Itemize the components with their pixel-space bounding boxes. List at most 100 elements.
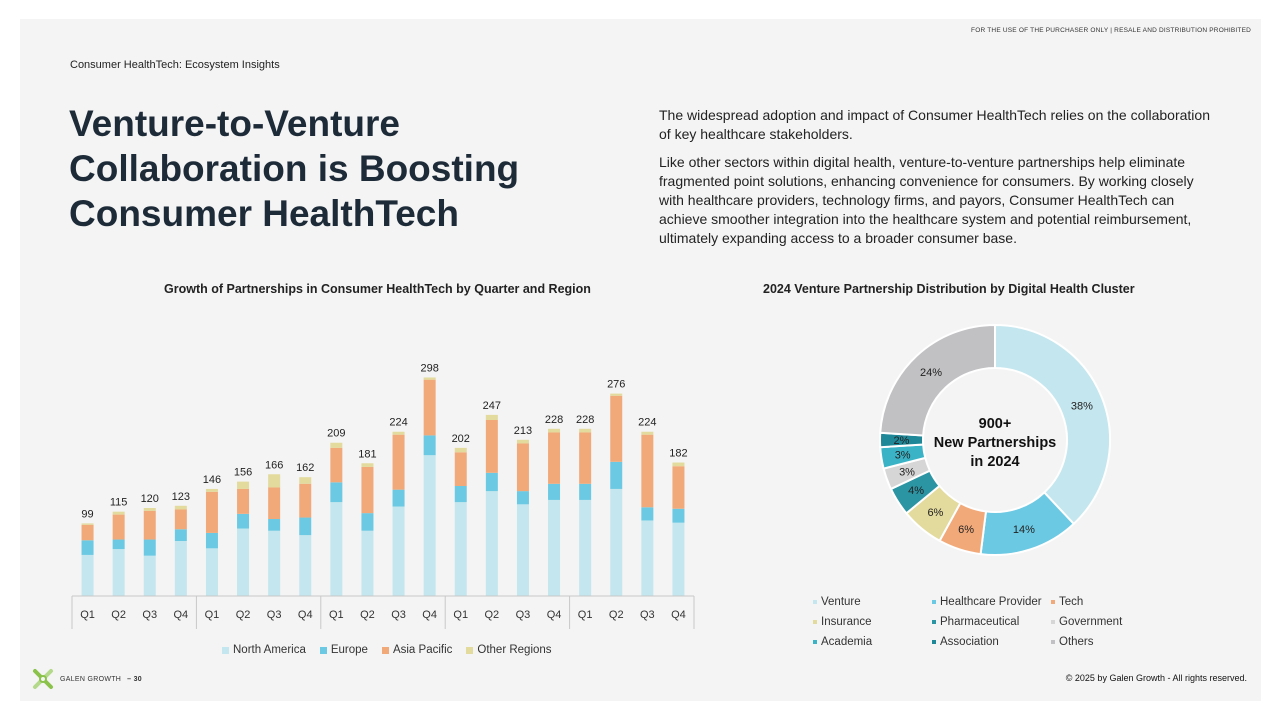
- bar-segment-other-regions: [454, 447, 467, 453]
- bar-total-label: 166: [265, 459, 283, 471]
- bar-segment-europe: [392, 489, 405, 507]
- bar-segment-other-regions: [485, 414, 498, 420]
- quarter-tick-label: Q3: [516, 609, 531, 621]
- bar-segment-asia-pacific: [579, 432, 592, 484]
- bar-segment-europe: [237, 513, 250, 529]
- legend-item: Asia Pacific: [381, 644, 453, 656]
- bar-segment-north-america: [579, 499, 592, 596]
- bar-segment-europe: [548, 483, 561, 500]
- bar-segment-other-regions: [672, 462, 685, 467]
- bar-segment-north-america: [672, 522, 685, 596]
- page-number: – 30: [127, 675, 142, 683]
- bar-total-label: 228: [576, 414, 594, 426]
- quarter-tick-label: Q3: [640, 609, 655, 621]
- usage-notice: FOR THE USE OF THE PURCHASER ONLY | RESA…: [971, 27, 1251, 34]
- donut-slice-label: 14%: [1013, 524, 1035, 536]
- legend-label: Others: [1059, 636, 1094, 648]
- bar-segment-north-america: [112, 549, 125, 596]
- bar-segment-north-america: [268, 530, 281, 596]
- legend-swatch: [932, 620, 936, 624]
- quarter-tick-label: Q1: [205, 609, 220, 621]
- donut-chart: 38%14%6%6%4%3%3%2%24%900+New Partnership…: [879, 323, 1111, 556]
- donut-slice-label: 4%: [908, 485, 924, 497]
- bar-segment-europe: [112, 539, 125, 550]
- bar-segment-europe: [641, 507, 654, 521]
- intro-text: The widespread adoption and impact of Co…: [659, 106, 1219, 257]
- bar-segment-other-regions: [330, 442, 343, 448]
- legend-item: Academia: [813, 636, 932, 648]
- bar-segment-north-america: [330, 502, 343, 596]
- legend-swatch: [381, 646, 389, 654]
- bar-total-label: 247: [483, 400, 501, 412]
- bar-total-label: 181: [358, 448, 376, 460]
- quarter-tick-label: Q4: [174, 609, 189, 621]
- page-title: Venture-to-Venture Collaboration is Boos…: [69, 103, 520, 234]
- legend-swatch: [1051, 600, 1055, 604]
- legend-item: Venture: [813, 596, 932, 608]
- quarter-tick-label: Q2: [485, 609, 500, 621]
- quarter-tick-label: Q1: [453, 609, 468, 621]
- donut-slice-label: 24%: [920, 367, 942, 379]
- bar-segment-europe: [361, 513, 374, 531]
- legend-label: Venture: [821, 596, 861, 608]
- bar-segment-europe: [299, 517, 312, 536]
- intro-paragraph-2: Like other sectors within digital health…: [659, 154, 1194, 246]
- quarter-tick-label: Q3: [142, 609, 157, 621]
- bar-segment-other-regions: [579, 428, 592, 433]
- bar-segment-europe: [423, 435, 436, 456]
- donut-slice-label: 2%: [894, 435, 910, 447]
- quarter-tick-label: Q3: [267, 609, 282, 621]
- bar-total-label: 228: [545, 414, 563, 426]
- legend-swatch: [1051, 640, 1055, 644]
- donut-chart-legend: Venture Healthcare Provider Tech Insurance P…: [813, 596, 1173, 648]
- bar-total-label: 146: [203, 474, 221, 486]
- quarter-tick-label: Q1: [80, 609, 95, 621]
- bar-total-label: 224: [638, 417, 656, 429]
- donut-slice-label: 3%: [899, 467, 915, 479]
- bar-chart: 99 Q1 115 Q2 120 Q3 123 Q4 146 Q1 156 Q2 166 Q3 162 Q4 2…: [71, 362, 695, 629]
- donut-chart-title: 2024 Venture Partnership Distribution by…: [763, 282, 1135, 296]
- bar-segment-europe: [485, 472, 498, 492]
- bar-segment-other-regions: [174, 505, 187, 510]
- quarter-tick-label: Q4: [422, 609, 437, 621]
- copyright: © 2025 by Galen Growth - All rights rese…: [1065, 673, 1247, 683]
- bar-segment-north-america: [423, 455, 436, 596]
- bar-segment-north-america: [143, 555, 156, 596]
- bar-total-label: 156: [234, 467, 252, 479]
- bar-segment-asia-pacific: [237, 488, 250, 514]
- bar-segment-other-regions: [81, 523, 94, 525]
- bar-segment-asia-pacific: [610, 395, 623, 462]
- bar-segment-other-regions: [112, 511, 125, 515]
- bar-segment-europe: [516, 491, 529, 505]
- bar-segment-asia-pacific: [423, 379, 436, 436]
- bar-total-label: 213: [514, 425, 532, 437]
- donut-slice-label: 38%: [1071, 401, 1093, 413]
- legend-item: Insurance: [813, 616, 932, 628]
- bar-segment-europe: [268, 519, 281, 531]
- bar-segment-europe: [330, 482, 343, 503]
- quarter-tick-label: Q1: [329, 609, 344, 621]
- legend-label: Asia Pacific: [392, 644, 453, 656]
- legend-label: Academia: [821, 636, 873, 648]
- bar-segment-north-america: [361, 530, 374, 596]
- bar-segment-asia-pacific: [330, 447, 343, 483]
- bar-chart-title: Growth of Partnerships in Consumer Healt…: [164, 282, 591, 296]
- donut-slice-others: [879, 323, 996, 437]
- donut-slice-label: 3%: [895, 450, 911, 462]
- donut-center-label: in 2024: [970, 454, 1019, 470]
- bar-segment-europe: [672, 508, 685, 523]
- legend-swatch: [813, 600, 817, 604]
- brand-name: GALEN GROWTH: [60, 675, 122, 683]
- legend-item: Others: [1051, 636, 1170, 648]
- bar-segment-asia-pacific: [81, 524, 94, 541]
- bar-segment-north-america: [299, 535, 312, 596]
- legend-swatch: [932, 640, 936, 644]
- legend-label: Pharmaceutical: [940, 616, 1020, 628]
- galen-growth-logo-icon: [33, 669, 53, 689]
- donut-slice-label: 6%: [927, 507, 943, 519]
- quarter-tick-label: Q3: [391, 609, 406, 621]
- legend-swatch: [1051, 620, 1055, 624]
- bar-segment-europe: [610, 461, 623, 489]
- bar-segment-europe: [205, 532, 218, 549]
- legend-swatch: [319, 646, 327, 654]
